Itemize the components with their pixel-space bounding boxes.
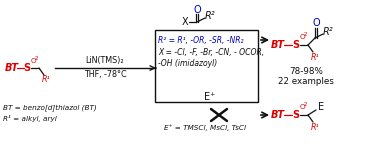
Text: 2: 2	[35, 56, 39, 61]
Text: BT: BT	[271, 110, 285, 120]
Text: S: S	[293, 110, 299, 120]
Text: X = -Cl, -F, -Br, -CN, - OCOR,: X = -Cl, -F, -Br, -CN, - OCOR,	[158, 48, 264, 56]
Text: R¹: R¹	[311, 53, 319, 63]
Text: O: O	[300, 34, 306, 40]
Text: R¹: R¹	[42, 76, 50, 85]
Text: BT: BT	[5, 63, 19, 73]
Text: 22 examples: 22 examples	[278, 77, 334, 85]
Text: E⁺: E⁺	[204, 92, 216, 102]
Text: R¹: R¹	[311, 124, 319, 132]
Text: S: S	[23, 63, 31, 73]
Text: R²: R²	[323, 27, 333, 37]
Text: BT = benzo[d]thiazol (BT): BT = benzo[d]thiazol (BT)	[3, 105, 97, 111]
Text: X: X	[182, 17, 188, 27]
Text: -OH (imidazoyl): -OH (imidazoyl)	[158, 58, 217, 67]
Text: THF, -78°C: THF, -78°C	[84, 71, 126, 79]
Text: O: O	[312, 18, 320, 28]
Text: 2: 2	[304, 101, 307, 106]
Text: O: O	[193, 5, 201, 15]
Text: 78-98%: 78-98%	[289, 66, 323, 76]
Text: R²: R²	[205, 11, 215, 21]
Text: E⁺ = TMSCl, MsCl, TsCl: E⁺ = TMSCl, MsCl, TsCl	[164, 125, 246, 131]
Text: R² = R¹, -OR, -SR, -NR₂: R² = R¹, -OR, -SR, -NR₂	[158, 37, 243, 45]
Text: R¹ = alkyl, aryl: R¹ = alkyl, aryl	[3, 114, 57, 122]
Text: LiN(TMS)₂: LiN(TMS)₂	[86, 56, 124, 66]
Text: 2: 2	[304, 32, 307, 37]
Text: O: O	[31, 58, 37, 64]
Text: S: S	[293, 40, 299, 50]
Text: O: O	[300, 104, 306, 110]
Text: E: E	[318, 102, 324, 112]
Bar	[155, 30, 258, 102]
Text: BT: BT	[271, 40, 285, 50]
